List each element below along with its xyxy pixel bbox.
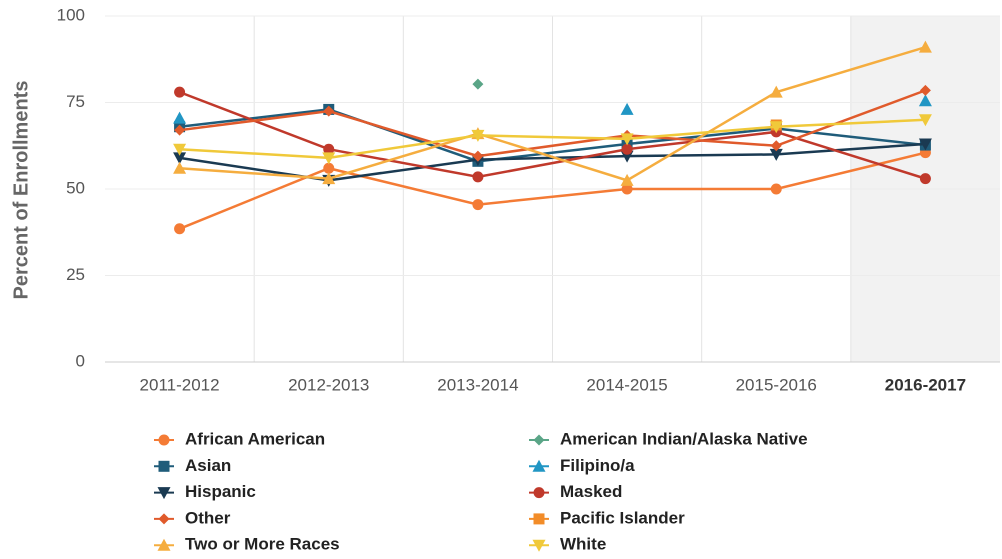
legend-label: Other xyxy=(185,508,231,527)
marker xyxy=(918,138,932,151)
marker xyxy=(157,487,171,500)
legend-item: Pacific Islander xyxy=(529,508,685,527)
marker xyxy=(174,223,186,235)
legend-item: Asian xyxy=(154,456,231,475)
marker xyxy=(471,129,485,142)
legend-item: American Indian/Alaska Native xyxy=(529,429,808,448)
marker xyxy=(919,84,931,96)
y-tick-label: 0 xyxy=(76,351,85,370)
marker xyxy=(472,150,484,162)
legend-item: Two or More Races xyxy=(154,535,340,554)
marker xyxy=(157,538,171,551)
marker xyxy=(918,114,932,127)
legend-label: White xyxy=(560,535,606,554)
marker xyxy=(174,124,186,136)
series-line xyxy=(179,118,926,160)
marker xyxy=(621,143,633,155)
marker xyxy=(472,78,484,90)
marker xyxy=(158,513,170,525)
marker xyxy=(918,40,932,53)
marker xyxy=(174,86,186,98)
series-line xyxy=(179,151,926,230)
series-line xyxy=(179,108,926,163)
marker xyxy=(532,459,546,472)
legend-item: African American xyxy=(154,429,325,448)
legend-label: Filipino/a xyxy=(560,456,635,475)
marker xyxy=(620,173,634,186)
legend-label: Pacific Islander xyxy=(560,508,685,527)
marker xyxy=(472,171,484,183)
marker xyxy=(323,143,335,155)
marker xyxy=(472,199,484,211)
legend-label: American Indian/Alaska Native xyxy=(560,429,808,448)
legend-item: Masked xyxy=(529,482,622,501)
marker xyxy=(323,162,335,174)
series-line xyxy=(179,90,926,180)
y-tick-label: 75 xyxy=(66,92,85,111)
legend-item: Other xyxy=(154,508,231,527)
marker xyxy=(173,143,187,156)
marker xyxy=(158,434,170,446)
x-tick-label: 2012-2013 xyxy=(288,375,369,394)
marker xyxy=(533,487,545,499)
marker xyxy=(323,105,335,117)
series-line xyxy=(179,45,926,182)
y-tick-label: 100 xyxy=(57,5,85,24)
legend-item: White xyxy=(529,535,606,554)
marker xyxy=(769,85,783,98)
marker xyxy=(769,121,783,134)
marker xyxy=(532,539,546,552)
legend-label: Hispanic xyxy=(185,482,256,501)
marker xyxy=(158,460,170,472)
marker xyxy=(769,148,783,161)
marker xyxy=(919,173,931,185)
marker xyxy=(770,183,782,195)
marker xyxy=(533,434,545,446)
y-axis-label: Percent of Enrollments xyxy=(10,81,32,300)
x-tick-label: 2014-2015 xyxy=(586,375,667,394)
marker xyxy=(322,152,336,165)
legend-label: Masked xyxy=(560,482,622,501)
marker xyxy=(173,161,187,174)
x-tick-label: 2016-2017 xyxy=(885,375,966,394)
x-tick-label: 2015-2016 xyxy=(736,375,817,394)
marker xyxy=(322,172,336,185)
marker xyxy=(173,152,187,165)
legend-label: Asian xyxy=(185,456,231,475)
legend-item: Hispanic xyxy=(154,482,256,501)
legend-label: Two or More Races xyxy=(185,535,340,554)
marker xyxy=(173,111,187,124)
marker xyxy=(770,140,782,152)
marker xyxy=(533,513,545,525)
y-tick-label: 25 xyxy=(66,265,85,284)
marker xyxy=(620,133,634,146)
y-tick-label: 50 xyxy=(66,178,85,197)
series-line xyxy=(179,89,926,158)
legend-item: Filipino/a xyxy=(529,456,635,475)
x-tick-label: 2011-2012 xyxy=(140,375,220,394)
marker xyxy=(620,102,634,115)
legend-label: African American xyxy=(185,429,325,448)
marker xyxy=(918,94,932,107)
marker xyxy=(621,183,633,195)
x-tick-label: 2013-2014 xyxy=(437,375,518,394)
